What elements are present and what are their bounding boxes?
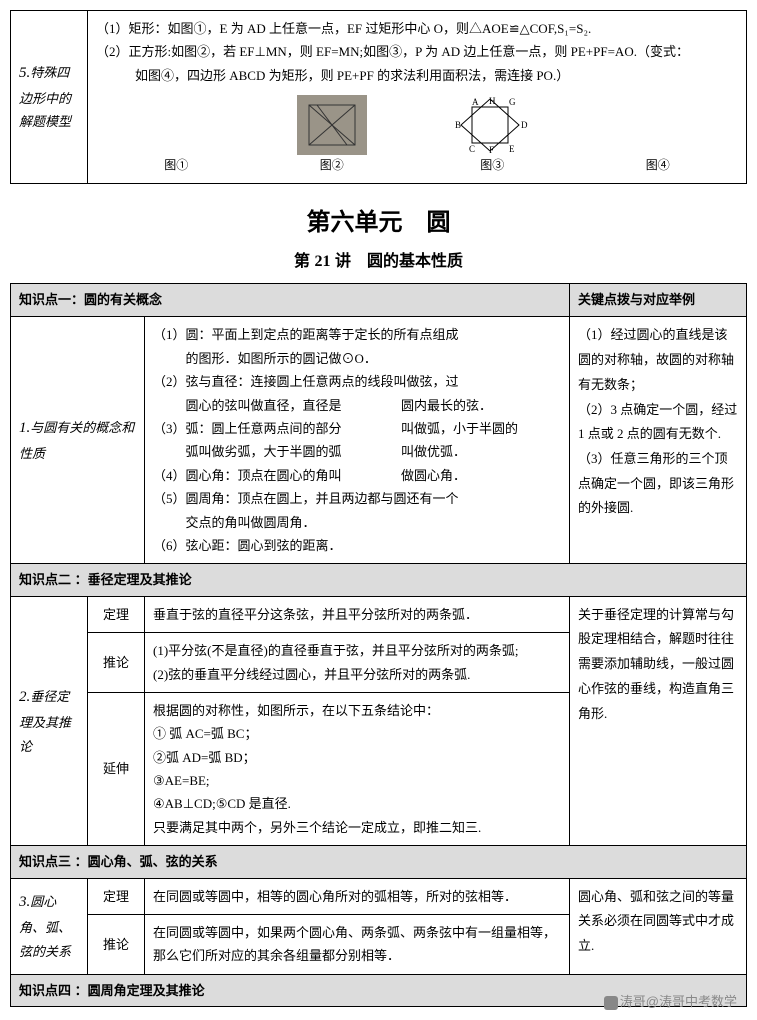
diagram-row: 图① 图② A G D E bbox=[96, 95, 738, 177]
row2-ys-end: 只要满足其中两个，另外三个结论一定成立，即推二知三. bbox=[153, 816, 561, 839]
row3-label: 3.圆心角、弧、弦的关系 bbox=[11, 878, 88, 974]
r1c4: （4）圆心角：顶点在圆心的角叫 bbox=[153, 464, 401, 487]
row2-ys2: ②弧 AD=弧 BD； bbox=[153, 746, 561, 769]
watermark-text: 涛哥@涛哥中考数学 bbox=[620, 994, 737, 1009]
svg-text:F: F bbox=[489, 145, 494, 155]
r1c3b: 叫做弧，小于半圆的 bbox=[401, 417, 561, 440]
row2-ys1: ① 弧 AC=弧 BC； bbox=[153, 722, 561, 745]
r1c3: （3）弧：圆上任意两点间的部分 bbox=[153, 417, 401, 440]
header-tips: 关键点拨与对应举例 bbox=[570, 283, 747, 317]
header-k1: 知识点一：圆的有关概念 bbox=[11, 283, 570, 317]
lesson-pre: 第 bbox=[294, 253, 314, 270]
diagram-cell-1: 图① bbox=[136, 95, 216, 177]
diagram-3-svg: A G D E C B H F bbox=[447, 95, 537, 155]
diagram-cap-1: 图① bbox=[164, 155, 188, 177]
row2-num: 2. bbox=[19, 689, 30, 705]
row3-dl: 在同圆或等圆中，相等的圆心角所对的弧相等，所对的弦相等． bbox=[145, 878, 570, 914]
diagram-cell-4: 图④ bbox=[618, 95, 698, 177]
diagram-cap-4: 图④ bbox=[646, 155, 670, 177]
row1-num: 1. bbox=[19, 420, 30, 436]
r1c5: （5）圆周角：顶点在圆上，并且两边都与圆还有一个 bbox=[153, 487, 561, 510]
row3-tl-label: 推论 bbox=[88, 915, 145, 975]
svg-text:G: G bbox=[509, 97, 516, 107]
diagram-cell-3: A G D E C B H F 图③ bbox=[447, 95, 537, 177]
top-line2b: 如图④，四边形 ABCD 为矩形，则 PE+PF 的求法利用面积法，需连接 PO… bbox=[96, 64, 738, 87]
row3-tl: 在同圆或等圆中，如果两个圆心角、两条弧、两条弦中有一组量相等，那么它们所对应的其… bbox=[145, 915, 570, 975]
header-k2: 知识点二 ：垂径定理及其推论 bbox=[11, 564, 747, 596]
diagram-1-svg bbox=[136, 95, 216, 155]
top-content-cell: （1）矩形：如图①，E 为 AD 上任意一点，EF 过矩形中心 O，则△AOE≌… bbox=[88, 11, 747, 184]
row2-ys: 根据圆的对称性，如图所示，在以下五条结论中： ① 弧 AC=弧 BC； ②弧 A… bbox=[145, 692, 570, 845]
row2-label: 2.垂径定理及其推论 bbox=[11, 596, 88, 846]
unit-title: 第六单元 圆 bbox=[10, 202, 747, 237]
top-line1: （1）矩形：如图①，E 为 AD 上任意一点，EF 过矩形中心 O，则△AOE≌… bbox=[96, 17, 738, 40]
r1c6: （6）弦心距：圆心到弦的距离． bbox=[153, 534, 561, 557]
row3-tips: 圆心角、弧和弦之间的等量关系必须在同圆等式中才成立. bbox=[570, 878, 747, 974]
row1-label-text: 与圆有关的概念和性质 bbox=[19, 420, 134, 461]
r1c1: （1）圆：平面上到定点的距离等于定长的所有点组成 bbox=[153, 323, 561, 346]
row2-ys4: ④AB⊥CD;⑤CD 是直径. bbox=[153, 792, 561, 815]
row2-tips: 关于垂径定理的计算常与勾股定理相结合，解题时往往需要添加辅助线，一般过圆心作弦的… bbox=[570, 596, 747, 846]
row2-dl: 垂直于弦的直径平分这条弦，并且平分弦所对的两条弧． bbox=[145, 596, 570, 632]
row2-ys3: ③AE=BE; bbox=[153, 769, 561, 792]
r1c3row: （3）弧：圆上任意两点间的部分 叫做弧，小于半圆的 bbox=[153, 417, 561, 440]
row2-ys-intro: 根据圆的对称性，如图所示，在以下五条结论中： bbox=[153, 699, 561, 722]
watermark: 涛哥@涛哥中考数学 bbox=[10, 991, 747, 1010]
r1c4b: 做圆心角． bbox=[401, 464, 561, 487]
diagram-cap-2: 图② bbox=[320, 155, 344, 177]
row3-num: 3. bbox=[19, 894, 30, 910]
diagram-cell-2: 图② bbox=[297, 95, 367, 177]
r1c3d: 叫做优弧． bbox=[401, 440, 561, 463]
svg-text:D: D bbox=[521, 120, 528, 130]
top-label-cell: 5.特殊四边形中的解题模型 bbox=[11, 11, 88, 184]
watermark-icon bbox=[604, 996, 618, 1010]
lesson-num: 21 bbox=[315, 253, 331, 270]
svg-text:B: B bbox=[455, 120, 461, 130]
top-line2: （2）正方形:如图②，若 EF⊥MN，则 EF=MN;如图③，P 为 AD 边上… bbox=[96, 40, 738, 63]
svg-text:H: H bbox=[489, 96, 496, 106]
row2-tl2: (2)弦的垂直平分线经过圆心，并且平分弦所对的两条弧. bbox=[153, 663, 561, 686]
header-k3: 知识点三 ：圆心角、弧、弦的关系 bbox=[11, 846, 747, 878]
row2-tl: (1)平分弦(不是直径)的直径垂直于弦，并且平分弦所对的两条弧; (2)弦的垂直… bbox=[145, 633, 570, 693]
top-table: 5.特殊四边形中的解题模型 （1）矩形：如图①，E 为 AD 上任意一点，EF … bbox=[10, 10, 747, 184]
row1-label: 1.与圆有关的概念和性质 bbox=[11, 317, 145, 564]
row3-dl-label: 定理 bbox=[88, 878, 145, 914]
r1c1b: 的图形．如图所示的圆记做⊙O． bbox=[153, 347, 561, 370]
row2-ys-label: 延伸 bbox=[88, 692, 145, 845]
top-num: 5. bbox=[19, 65, 30, 81]
r1c5b: 交点的角叫做圆周角． bbox=[153, 511, 561, 534]
r1c2: （2）弦与直径：连接圆上任意两点的线段叫做弦，过 bbox=[153, 370, 561, 393]
svg-text:A: A bbox=[472, 97, 479, 107]
svg-text:C: C bbox=[469, 144, 475, 154]
r1c2c: 圆内最长的弦． bbox=[401, 394, 561, 417]
svg-text:E: E bbox=[509, 144, 515, 154]
row2-tl1: (1)平分弦(不是直径)的直径垂直于弦，并且平分弦所对的两条弧; bbox=[153, 639, 561, 662]
diagram-4-svg bbox=[618, 95, 698, 155]
diagram-2-svg bbox=[297, 95, 367, 155]
r1c3c: 弧叫做劣弧，大于半圆的弧 bbox=[153, 440, 401, 463]
r1c2b: 圆心的弦叫做直径，直径是 bbox=[153, 394, 401, 417]
lesson-post: 讲 圆的基本性质 bbox=[331, 253, 463, 270]
row2-dl-label: 定理 bbox=[88, 596, 145, 632]
r1c3row2: 弧叫做劣弧，大于半圆的弧 叫做优弧． bbox=[153, 440, 561, 463]
row1-content: （1）圆：平面上到定点的距离等于定长的所有点组成 的图形．如图所示的圆记做⊙O．… bbox=[145, 317, 570, 564]
row2-tl-label: 推论 bbox=[88, 633, 145, 693]
r1c4row: （4）圆心角：顶点在圆心的角叫 做圆心角． bbox=[153, 464, 561, 487]
r1c2row: 圆心的弦叫做直径，直径是 圆内最长的弦． bbox=[153, 394, 561, 417]
lesson-title: 第 21 讲 圆的基本性质 bbox=[10, 247, 747, 271]
row1-tips: （1）经过圆心的直线是该圆的对称轴，故圆的对称轴有无数条； （2）3 点确定一个… bbox=[570, 317, 747, 564]
diagram-cap-3: 图③ bbox=[480, 155, 504, 177]
